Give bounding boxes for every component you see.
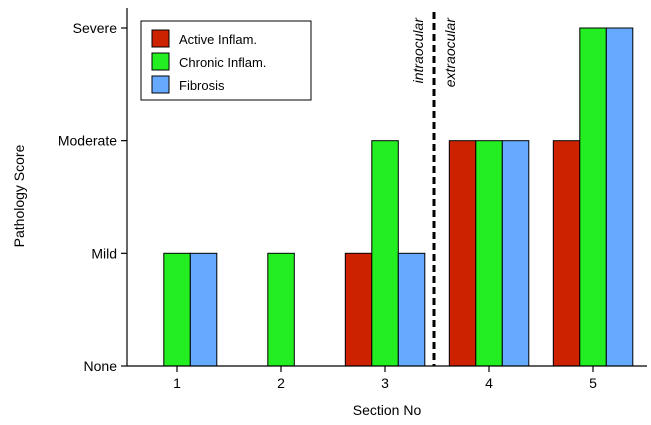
bar-chronic-inflam-section-3 (371, 140, 399, 367)
extraocular-label: extraocular (442, 17, 458, 88)
y-tick-label: Mild (91, 245, 117, 261)
bar-fibrosis-section-4 (501, 140, 530, 367)
bar-active-inflam-section-3 (344, 252, 373, 367)
x-tick-label: 3 (381, 375, 389, 391)
bar-chronic-inflam-section-2 (267, 252, 295, 367)
bar-fibrosis-section-5 (605, 27, 634, 367)
x-tick-label: 5 (589, 375, 597, 391)
y-ticks: None Mild Moderate Severe (58, 20, 127, 374)
intraocular-label: intraocular (410, 17, 426, 84)
legend-label: Active Inflam. (179, 32, 257, 47)
bar-chronic-inflam-section-4 (475, 140, 503, 367)
bar-chronic-inflam-section-5 (579, 27, 607, 367)
bars-layer (163, 27, 634, 367)
axes (126, 8, 647, 367)
bar-fibrosis-section-1 (189, 252, 218, 367)
legend-label: Fibrosis (179, 78, 225, 93)
bar-active-inflam-section-5 (552, 140, 581, 367)
x-tick-label: 2 (277, 375, 285, 391)
legend: Active Inflam. Chronic Inflam. Fibrosis (140, 20, 312, 101)
x-tick-label: 1 (173, 375, 181, 391)
y-tick-label: Moderate (58, 133, 117, 149)
bar-fibrosis-section-3 (397, 252, 426, 367)
legend-label: Chronic Inflam. (179, 55, 266, 70)
bar-active-inflam-section-4 (448, 140, 477, 367)
x-axis-title: Section No (353, 402, 422, 418)
x-ticks: 1 2 3 4 5 (173, 366, 597, 391)
x-tick-label: 4 (485, 375, 493, 391)
y-axis-title: Pathology Score (11, 144, 27, 247)
y-tick-label: Severe (73, 20, 118, 36)
legend-swatch (151, 75, 170, 94)
bar-chronic-inflam-section-1 (163, 252, 191, 367)
legend-swatch (151, 29, 170, 48)
legend-swatch (151, 52, 170, 71)
y-tick-label: None (84, 358, 118, 374)
